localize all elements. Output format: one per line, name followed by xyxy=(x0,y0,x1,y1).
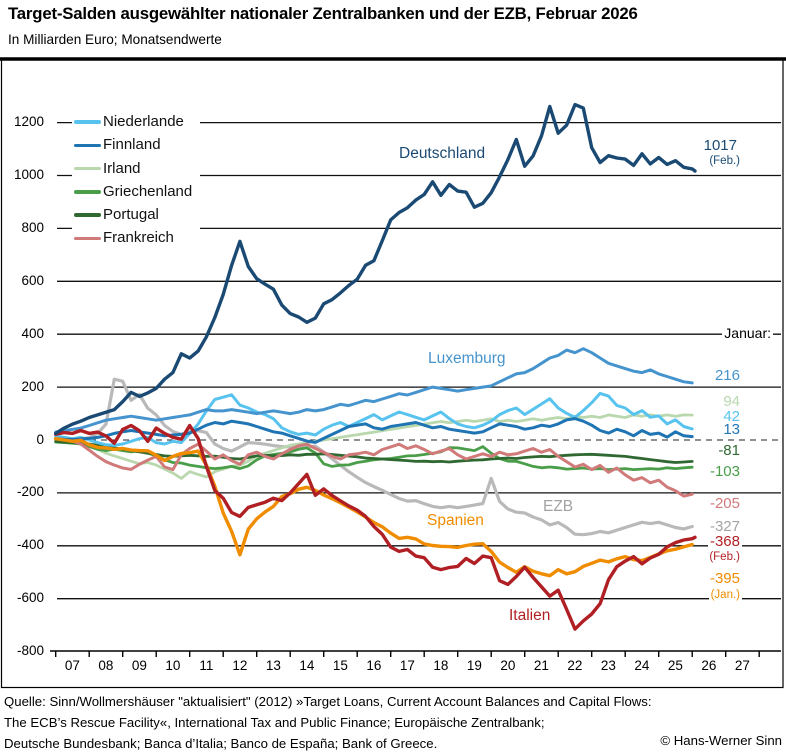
legend-swatch-griechenland xyxy=(74,190,101,194)
y-tick-label-200: 200 xyxy=(21,378,44,394)
value-luxemburg: 216 xyxy=(712,367,742,385)
legend-swatch-niederlande xyxy=(74,120,101,124)
series-finnland xyxy=(54,417,694,444)
y-tick-label--600: -600 xyxy=(16,590,44,606)
legend-item-frankreich: Frankreich xyxy=(74,229,192,247)
y-tick-label--200: -200 xyxy=(16,484,44,500)
x-tick-label-20: 20 xyxy=(500,658,516,673)
value-finnland: 13 xyxy=(721,421,742,439)
value-italien: -368 xyxy=(707,533,742,551)
legend-label-griechenland: Griechenland xyxy=(103,182,193,200)
y-tick-label-800: 800 xyxy=(21,219,44,235)
label-ezb: EZB xyxy=(543,498,574,515)
value-ezb: -327 xyxy=(707,518,742,536)
chart-legend: Niederlande Finnland Irland Griechenland Por… xyxy=(72,111,201,255)
x-tick-label-21: 21 xyxy=(533,658,549,673)
series-niederlande xyxy=(54,391,694,447)
value-spanien: -395 xyxy=(707,570,742,588)
value-griechenland: -103 xyxy=(707,463,742,481)
x-tick-label-10: 10 xyxy=(165,658,181,673)
copyright: © Hans-Werner Sinn xyxy=(660,733,782,748)
series-italien xyxy=(54,423,697,631)
legend-item-griechenland: Griechenland xyxy=(74,183,192,201)
x-tick-label-16: 16 xyxy=(366,658,382,673)
legend-label-portugal: Portugal xyxy=(103,206,159,224)
legend-item-irland: Irland xyxy=(74,160,192,178)
x-tick-label-19: 19 xyxy=(466,658,482,673)
value-italien-note: (Feb.) xyxy=(707,551,742,564)
y-tick-label--800: -800 xyxy=(16,643,44,659)
legend-swatch-finnland xyxy=(74,143,101,148)
label-italien: Italien xyxy=(509,607,551,624)
label-januar: Januar: xyxy=(722,325,773,342)
x-tick-label-13: 13 xyxy=(265,658,281,673)
x-tick-label-09: 09 xyxy=(131,658,147,673)
series-luxemburg xyxy=(54,347,694,434)
legend-item-finnland: Finnland xyxy=(74,136,192,154)
x-tick-label-18: 18 xyxy=(433,658,449,673)
value-irland: 94 xyxy=(721,393,742,411)
value-spanien-note: (Jan.) xyxy=(708,589,742,602)
series-portugal xyxy=(54,439,694,464)
page-subtitle: In Milliarden Euro; Monatsendwerte xyxy=(8,32,222,47)
legend-swatch-portugal xyxy=(74,213,101,217)
series-deutschland xyxy=(54,102,697,436)
y-tick-label-1000: 1000 xyxy=(13,167,44,182)
x-tick-label-17: 17 xyxy=(399,658,415,673)
x-tick-label-12: 12 xyxy=(232,658,248,673)
y-tick-label-0: 0 xyxy=(36,431,44,447)
value-portugal: -81 xyxy=(716,442,742,460)
label-deutschland: Deutschland xyxy=(399,145,486,162)
y-tick-label-400: 400 xyxy=(21,325,44,341)
legend-swatch-frankreich xyxy=(74,236,101,241)
legend-label-niederlande: Niederlande xyxy=(103,113,184,130)
source-line-3: Deutsche Bundesbank; Banca d’Italia; Ban… xyxy=(4,736,438,751)
y-tick-label-1200: 1200 xyxy=(13,114,44,130)
y-tick-label-600: 600 xyxy=(21,272,44,288)
source-line-2: The ECB’s Rescue Facility«, Internationa… xyxy=(4,715,545,730)
value-deutschland-note: (Feb.) xyxy=(709,155,740,167)
x-tick-label-27: 27 xyxy=(734,658,750,673)
x-tick-label-07: 07 xyxy=(64,658,80,673)
x-tick-label-23: 23 xyxy=(600,658,616,673)
x-tick-label-11: 11 xyxy=(199,658,214,673)
legend-swatch-irland xyxy=(74,166,101,171)
source-line-1: Quelle: Sinn/Wollmershäuser "aktualisier… xyxy=(4,694,652,709)
series-frankreich xyxy=(54,435,694,498)
x-tick-label-26: 26 xyxy=(701,658,717,673)
legend-item-niederlande: Niederlande xyxy=(74,113,192,131)
x-tick-label-22: 22 xyxy=(567,658,583,673)
legend-label-finnland: Finnland xyxy=(103,136,161,154)
legend-label-irland: Irland xyxy=(103,159,141,177)
series-irland xyxy=(54,413,694,480)
value-frankreich: -205 xyxy=(707,495,742,513)
series-spanien xyxy=(54,437,694,578)
value-niederlande: 42 xyxy=(721,408,742,426)
x-tick-label-14: 14 xyxy=(299,658,315,673)
x-tick-label-25: 25 xyxy=(667,658,683,673)
y-tick-label--400: -400 xyxy=(16,537,44,553)
x-tick-label-24: 24 xyxy=(634,658,650,673)
value-deutschland: 1017 xyxy=(703,137,737,154)
x-tick-label-15: 15 xyxy=(332,658,348,673)
legend-item-portugal: Portugal xyxy=(74,206,192,224)
series-ezb xyxy=(54,377,694,537)
source-note: Quelle: Sinn/Wollmershäuser "aktualisier… xyxy=(4,691,652,754)
label-luxemburg: Luxemburg xyxy=(428,350,506,367)
legend-label-frankreich: Frankreich xyxy=(103,229,174,247)
label-spanien: Spanien xyxy=(427,512,484,529)
x-tick-label-08: 08 xyxy=(98,658,114,673)
page-title: Target-Salden ausgewählter nationaler Ze… xyxy=(8,4,638,23)
